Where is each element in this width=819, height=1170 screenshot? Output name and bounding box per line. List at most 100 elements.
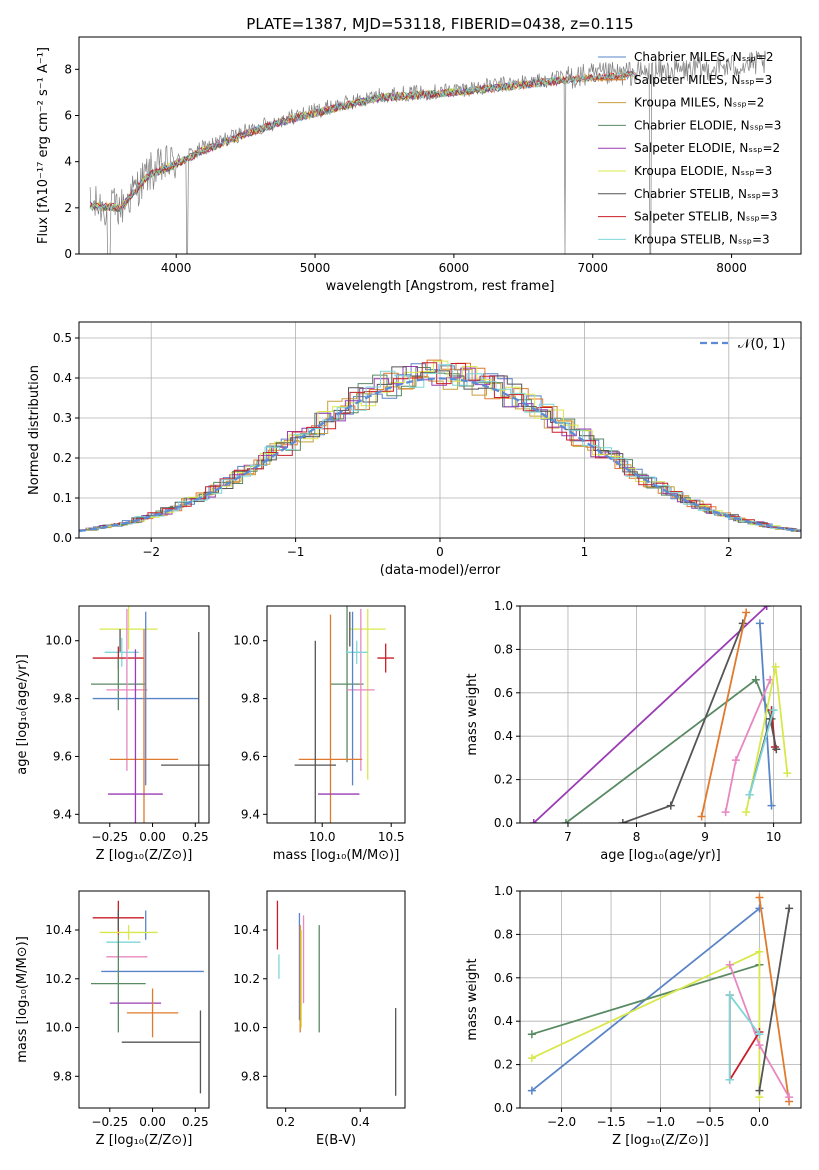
weight-marker <box>725 1075 734 1084</box>
axes-frame <box>78 36 802 255</box>
x-tick-label: 0.4 <box>351 1115 370 1129</box>
plot-area <box>276 900 397 1096</box>
y-tick-label: 0.2 <box>494 773 513 787</box>
legend-label-3: Chabrier ELODIE, Nₛₛₚ=3 <box>634 118 781 132</box>
errorbar-3 <box>99 925 158 940</box>
residuals-panel: 𝒩(0, 1) −2 −1 0 1 2 0.0 0.1 0.2 0.3 0.4 0.5 (data-mo… <box>27 321 802 578</box>
massweight-vs-age-panel: 7 8 9 10 0.0 0.2 0.4 0.6 0.8 1.0 age [log₁₀(age/yr… <box>465 599 802 863</box>
weight-line-6 <box>728 995 761 1083</box>
y-tick-label: 10.0 <box>45 1021 72 1035</box>
x-tick-label: 5000 <box>300 261 331 275</box>
plot-area <box>529 606 792 823</box>
weight-marker <box>731 756 740 765</box>
weight-marker <box>745 790 754 799</box>
x-tick-label: 0.2 <box>276 1115 295 1129</box>
errorbar-7 <box>90 934 146 1033</box>
x-axis-label: E(B-V) <box>316 1133 356 1148</box>
weight-marker <box>527 1054 536 1063</box>
errorbar-6 <box>92 611 199 786</box>
errorbar-2 <box>104 637 139 667</box>
weight-marker <box>771 662 780 671</box>
errorbar-2 <box>377 643 394 673</box>
x-tick-label: 6000 <box>439 261 470 275</box>
weight-marker <box>527 1086 536 1095</box>
y-tick-label: 0.0 <box>53 531 72 545</box>
x-tick-label: −1 <box>287 545 305 559</box>
massweight-vs-z-panel: −2.0 −1.5 −1.0 −0.5 0.0 0.0 0.2 0.4 0.6 0.8 1.0 Z [… <box>465 884 802 1148</box>
weight-marker <box>725 960 734 969</box>
x-tick-label: 8000 <box>716 261 747 275</box>
axes-frame <box>266 605 406 824</box>
y-tick-label: 10.0 <box>233 634 260 648</box>
y-tick-label: 0.4 <box>53 371 72 385</box>
x-tick-label: 0 <box>436 545 444 559</box>
mass-vs-z-panel: −0.25 0.00 0.25 9.8 10.0 10.2 10.4 Z [log₁₀(Z/Z… <box>15 890 210 1148</box>
weight-marker <box>762 606 771 610</box>
y-tick-label: 9.4 <box>53 807 72 821</box>
y-tick-label: 0.4 <box>494 729 513 743</box>
y-tick-label: 0.3 <box>53 411 72 425</box>
errorbar-5 <box>345 640 368 664</box>
x-tick-label: −0.25 <box>91 830 128 844</box>
x-tick-label: −2.0 <box>547 1115 576 1129</box>
errorbar-3 <box>330 606 364 763</box>
y-tick-label: 0.0 <box>494 816 513 830</box>
weight-marker <box>751 675 760 684</box>
weight-marker <box>561 819 570 823</box>
mass-vs-ebv-panel: 0.2 0.4 9.8 10.0 10.2 10.4 E(B-V) <box>233 890 406 1148</box>
hist-4 <box>85 366 801 532</box>
y-axis-label: mass weight <box>465 673 480 755</box>
weight-marker <box>755 1030 764 1039</box>
figure-title: PLATE=1387, MJD=53118, FIBERID=0438, z=0… <box>246 15 633 33</box>
y-tick-label: 2 <box>64 201 72 215</box>
model-spectrum-8 <box>89 70 635 213</box>
y-tick-label: 10.2 <box>45 972 72 986</box>
weight-marker <box>755 904 764 913</box>
y-tick-label: 10.0 <box>233 1021 260 1035</box>
x-tick-label: 2 <box>725 545 733 559</box>
y-tick-label: 0.2 <box>53 451 72 465</box>
errorbar-0 <box>99 606 158 650</box>
x-tick-label: 0.0 <box>750 1115 769 1129</box>
x-tick-label: −2 <box>142 545 160 559</box>
x-tick-label: −1.5 <box>596 1115 625 1129</box>
y-tick-label: 0.0 <box>494 1101 513 1115</box>
errorbar-7 <box>298 614 363 823</box>
y-axis-label: Flux [fλ10⁻¹⁷ erg cm⁻² s⁻¹ A⁻¹] <box>36 47 51 244</box>
legend-label-7: Salpeter STELIB, Nₛₛₚ=3 <box>634 210 778 224</box>
x-tick-label: 9 <box>701 830 709 844</box>
plot-area <box>527 893 794 1106</box>
weight-marker <box>755 619 764 628</box>
x-tick-label: 8 <box>633 830 641 844</box>
errorbar-4 <box>347 608 375 771</box>
model-spectrum-5 <box>89 76 566 212</box>
weight-marker <box>783 769 792 778</box>
y-tick-label: 0.4 <box>494 1014 513 1028</box>
y-tick-label: 1.0 <box>494 599 513 613</box>
y-tick-label: 0 <box>64 247 72 261</box>
y-axis-label: age [log₁₀(age/yr)] <box>15 654 30 775</box>
axes-frame <box>266 890 406 1109</box>
y-tick-label: 0.6 <box>494 971 513 985</box>
hist-8 <box>91 364 801 532</box>
age-vs-z-panel: −0.25 0.00 0.25 9.4 9.6 9.8 10.0 Z [log₁₀(Z/Z⊙)… <box>15 605 210 863</box>
plot-area <box>90 900 204 1094</box>
hist-7 <box>90 362 801 532</box>
axes-frame <box>78 605 210 824</box>
model-spectrum-1 <box>89 71 635 212</box>
y-tick-label: 9.8 <box>53 692 72 706</box>
x-tick-label: 10 <box>766 830 781 844</box>
model-spectrum-4 <box>89 76 566 211</box>
y-tick-label: 9.6 <box>53 749 72 763</box>
x-tick-label: −1.0 <box>646 1115 675 1129</box>
x-tick-label: 1 <box>581 545 589 559</box>
errorbar-8 <box>294 640 336 823</box>
weight-marker <box>785 1093 794 1102</box>
model-spectrum-6 <box>89 70 635 213</box>
spectrum-legend: Chabrier MILES, Nₛₛₚ=2 Salpeter MILES, Nₛ… <box>598 50 781 246</box>
spectrum-panel: Chabrier MILES, Nₛₛₚ=2 Salpeter MILES, Nₛ… <box>36 36 802 294</box>
weight-marker <box>742 808 751 817</box>
normal-reference-curve <box>79 377 801 533</box>
x-tick-label: 10.0 <box>309 830 336 844</box>
y-tick-label: 10.4 <box>233 923 260 937</box>
